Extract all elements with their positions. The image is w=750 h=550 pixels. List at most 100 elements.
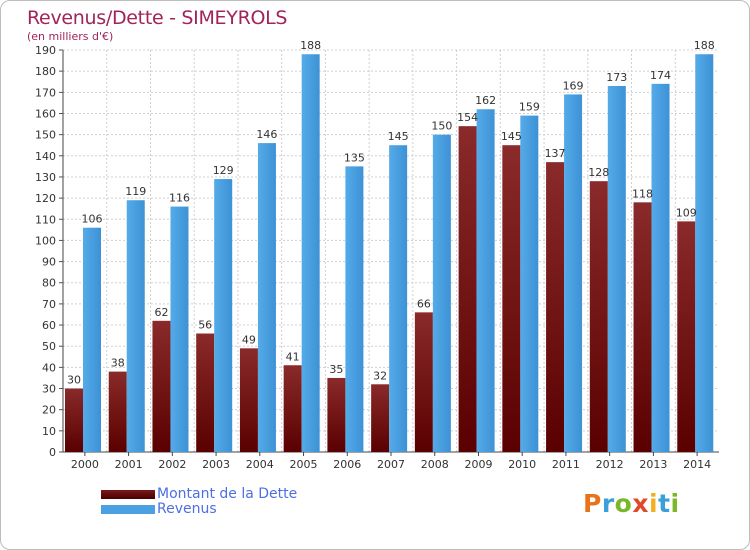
bar-dette: [152, 320, 171, 452]
bar-dette: [65, 388, 83, 452]
data-label-revenus: 188: [694, 39, 715, 52]
data-label-revenus: 145: [388, 130, 409, 143]
data-label-revenus: 174: [650, 69, 671, 82]
bar-dette: [458, 126, 477, 452]
data-label-dette: 128: [588, 166, 609, 179]
y-tick-label: 70: [42, 298, 56, 311]
legend-label-debt: Montant de la Dette: [157, 486, 298, 502]
bar-dette: [283, 365, 302, 452]
bar-dette: [546, 162, 565, 452]
bar-dette: [502, 145, 521, 453]
bar-dette: [327, 377, 346, 452]
data-label-revenus: 106: [82, 213, 103, 226]
y-tick-label: 180: [35, 65, 56, 78]
y-tick-label: 40: [42, 361, 56, 374]
y-tick-label: 80: [42, 277, 56, 290]
data-label-dette: 109: [676, 206, 697, 219]
logo-letter: i: [649, 489, 659, 518]
bar-revenus: [389, 145, 408, 453]
data-label-revenus: 116: [169, 192, 190, 205]
y-tick-label: 170: [35, 86, 56, 99]
bar-revenus: [607, 85, 626, 453]
bar-revenus: [695, 54, 714, 453]
y-tick-label: 130: [35, 171, 56, 184]
bar-revenus: [126, 200, 145, 452]
legend-label-revenus: Revenus: [157, 501, 217, 517]
y-tick-label: 60: [42, 319, 56, 332]
chart-title: Revenus/Dette - SIMEYROLS: [27, 7, 288, 29]
logo-letter: x: [632, 489, 649, 518]
x-tick-label: 2001: [115, 458, 143, 471]
x-tick-label: 2005: [290, 458, 318, 471]
bar-revenus: [432, 134, 451, 452]
data-label-revenus: 129: [213, 164, 234, 177]
data-label-revenus: 146: [256, 128, 277, 141]
data-label-revenus: 173: [606, 71, 627, 84]
bar-dette: [196, 333, 215, 452]
bar-dette: [371, 384, 390, 452]
bar-revenus: [83, 227, 101, 452]
bar-dette: [414, 312, 433, 452]
legend-swatch-debt: [101, 490, 155, 499]
bar-dette: [108, 371, 127, 452]
logo-letter: o: [614, 489, 633, 518]
y-tick-label: 30: [42, 383, 56, 396]
bar-revenus: [257, 143, 276, 453]
chart-subtitle: (en milliers d'€): [27, 30, 114, 43]
data-label-dette: 145: [501, 130, 522, 143]
bar-revenus: [520, 115, 539, 452]
data-label-dette: 62: [154, 306, 168, 319]
data-label-dette: 49: [242, 333, 256, 346]
proxiti-logo: Proxiti: [583, 489, 680, 518]
x-tick-label: 2000: [71, 458, 99, 471]
y-tick-label: 100: [35, 234, 56, 247]
y-tick-label: 150: [35, 129, 56, 142]
legend-swatch-revenus: [101, 505, 155, 514]
x-tick-label: 2002: [158, 458, 186, 471]
x-tick-label: 2006: [333, 458, 361, 471]
data-label-revenus: 162: [475, 94, 496, 107]
y-tick-label: 120: [35, 192, 56, 205]
bar-revenus: [651, 83, 670, 452]
y-tick-label: 110: [35, 213, 56, 226]
bar-revenus: [214, 179, 233, 452]
y-tick-label: 50: [42, 340, 56, 353]
x-tick-label: 2007: [377, 458, 405, 471]
x-tick-label: 2008: [421, 458, 449, 471]
bar-revenus: [345, 166, 364, 453]
y-tick-label: 0: [49, 446, 56, 459]
data-label-dette: 56: [198, 319, 212, 332]
y-tick-label: 90: [42, 256, 56, 269]
x-tick-label: 2009: [464, 458, 492, 471]
bar-dette: [589, 181, 608, 452]
data-label-revenus: 119: [125, 185, 146, 198]
bar-revenus: [476, 109, 495, 453]
data-label-revenus: 159: [519, 101, 540, 114]
data-label-revenus: 150: [431, 120, 452, 133]
x-tick-label: 2011: [552, 458, 580, 471]
y-tick-label: 190: [35, 44, 56, 57]
data-label-dette: 30: [67, 374, 81, 387]
data-label-dette: 35: [329, 363, 343, 376]
bar-revenus: [301, 54, 320, 453]
x-tick-label: 2014: [683, 458, 711, 471]
bar-dette: [239, 348, 258, 452]
data-label-revenus: 169: [563, 79, 584, 92]
data-label-dette: 38: [111, 357, 125, 370]
data-label-dette: 32: [373, 369, 387, 382]
y-tick-label: 10: [42, 425, 56, 438]
x-tick-label: 2012: [596, 458, 624, 471]
data-label-dette: 66: [417, 297, 431, 310]
y-tick-label: 20: [42, 404, 56, 417]
data-label-dette: 41: [286, 350, 300, 363]
data-label-dette: 154: [457, 111, 478, 124]
bar-revenus: [564, 94, 583, 452]
logo-letter: t: [658, 489, 671, 518]
bar-dette: [677, 221, 696, 452]
y-tick-label: 160: [35, 107, 56, 120]
logo-letter: P: [583, 489, 602, 518]
logo-letter: i: [670, 489, 680, 518]
data-label-dette: 137: [545, 147, 566, 160]
data-label-revenus: 188: [300, 39, 321, 52]
